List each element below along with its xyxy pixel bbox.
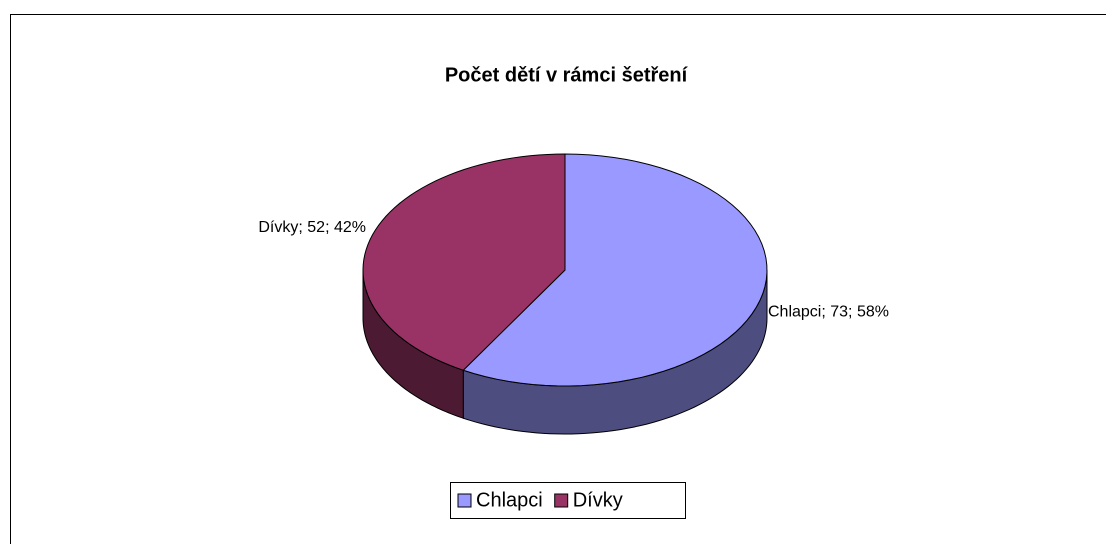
legend-label: Chlapci [476, 489, 543, 511]
slice [362, 153, 566, 371]
data-label: Dívky; 52; 42% [258, 219, 366, 236]
legend-label: Dívky [573, 489, 623, 511]
legend-swatch [554, 493, 569, 508]
slice [462, 153, 768, 387]
legend-swatch [457, 493, 472, 508]
chart-title: Počet dětí v rámci šetření [445, 64, 689, 86]
data-label: Chlapci; 73; 58% [768, 303, 889, 320]
